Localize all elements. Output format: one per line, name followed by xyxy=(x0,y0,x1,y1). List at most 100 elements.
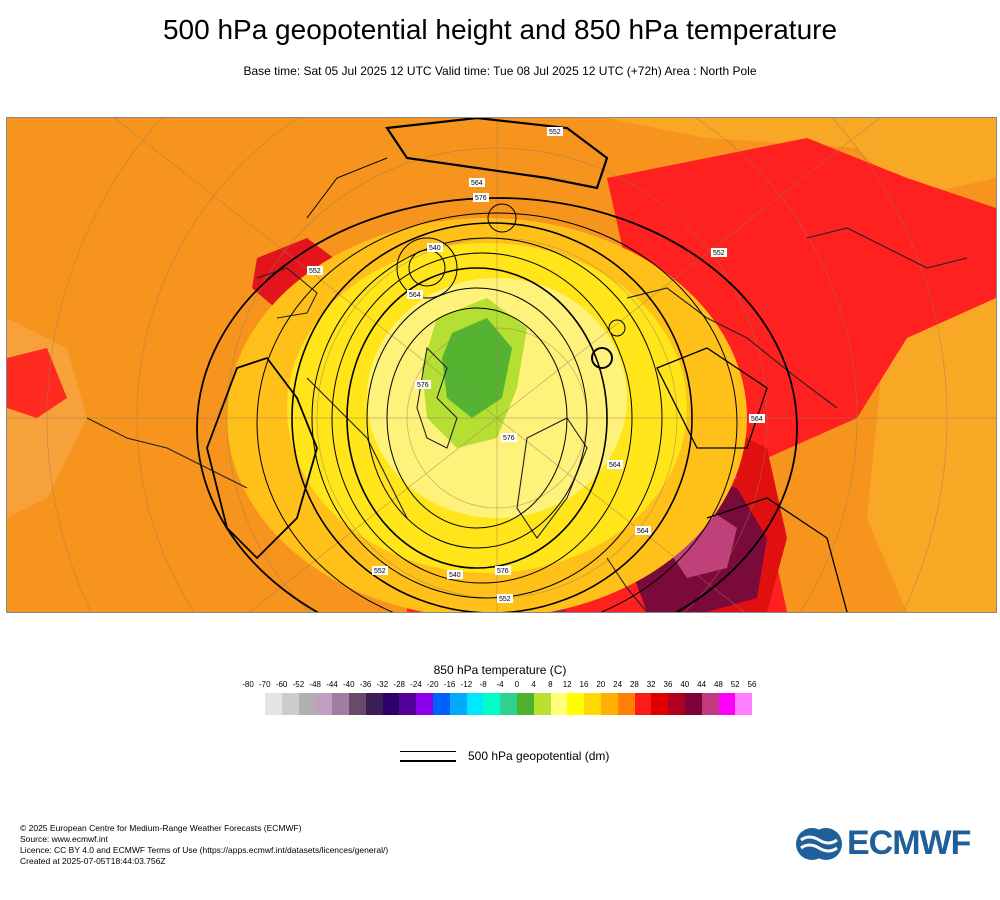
contour-key-line-bold xyxy=(400,760,456,762)
legend-color-swatch xyxy=(298,693,316,715)
legend-color-swatch xyxy=(382,693,400,715)
legend-color-swatch xyxy=(701,693,719,715)
legend-tick-label: 8 xyxy=(548,680,553,689)
legend-tick-label: 12 xyxy=(562,680,572,689)
legend-tick-label: -40 xyxy=(343,680,355,689)
legend-tick-label: 36 xyxy=(663,680,673,689)
legend-color-swatch xyxy=(735,693,753,715)
contour-label: 576 xyxy=(497,568,509,575)
legend-color-swatch xyxy=(315,693,333,715)
legend-tick-label: 32 xyxy=(646,680,656,689)
footer-created: Created at 2025-07-05T18:44:03.756Z xyxy=(20,856,166,866)
legend-tick-label: 44 xyxy=(697,680,707,689)
page-subtitle: Base time: Sat 05 Jul 2025 12 UTC Valid … xyxy=(243,64,757,78)
legend-color-swatch xyxy=(483,693,501,715)
contour-label: 576 xyxy=(475,195,487,202)
legend-tick-label: -12 xyxy=(460,680,473,689)
legend-color-swatch xyxy=(265,693,282,715)
contour-label: 564 xyxy=(637,528,649,535)
ecmwf-logo-icon xyxy=(796,828,842,860)
legend-tick-label: -52 xyxy=(292,680,305,689)
legend-color-swatch xyxy=(533,693,551,715)
legend-color-swatch xyxy=(617,693,635,715)
legend-color-swatch xyxy=(600,693,618,715)
contour-key: 500 hPa geopotential (dm) xyxy=(400,748,700,768)
temperature-field-red-far-west xyxy=(7,348,67,418)
legend-color-swatch xyxy=(516,693,534,715)
contour-label: 552 xyxy=(499,596,511,603)
contour-label: 540 xyxy=(429,245,441,252)
legend-tick-label: -36 xyxy=(359,680,372,689)
legend-tick-label: -70 xyxy=(259,680,271,689)
legend-tick-label: 0 xyxy=(514,680,520,689)
legend-color-swatch xyxy=(567,693,585,715)
legend-color-swatch xyxy=(365,693,383,715)
legend-color-swatch xyxy=(432,693,450,715)
legend-color-swatch xyxy=(416,693,433,715)
legend-tick-label: -16 xyxy=(443,680,456,689)
legend-color-swatch xyxy=(718,693,736,715)
legend-color-swatch xyxy=(399,693,417,715)
legend-color-swatch xyxy=(348,693,366,715)
footer-source: Source: www.ecmwf.int xyxy=(20,834,108,844)
contour-label: 564 xyxy=(609,462,621,469)
legend-tick-label: 48 xyxy=(713,680,723,689)
legend-color-swatch xyxy=(281,693,299,715)
page-title: 500 hPa geopotential height and 850 hPa … xyxy=(162,14,838,45)
legend-tick-label: -44 xyxy=(326,680,338,689)
legend-tick-label: -24 xyxy=(410,680,422,689)
legend-tick-label: -8 xyxy=(479,680,487,689)
legend-color-swatch xyxy=(651,693,669,715)
temperature-field-warm-band xyxy=(7,118,996,198)
contour-label: 564 xyxy=(751,416,763,423)
legend-tick-label: 52 xyxy=(730,680,740,689)
contour-label: 552 xyxy=(374,568,386,575)
contour-label: 552 xyxy=(309,268,321,275)
legend-ticks: -80 -70 -60 -52 -48 -44 -40 -36 -32 -28 -24 -20 -16-… xyxy=(240,680,760,694)
legend-color-swatch xyxy=(584,693,601,715)
contour-labels: 552 564 576 540 552 564 576 564 552 564 … xyxy=(307,127,765,603)
footer-licence: Licence: CC BY 4.0 and ECMWF Terms of Us… xyxy=(20,845,389,855)
graticule xyxy=(7,118,996,612)
contour-label: 564 xyxy=(471,180,483,187)
legend-tick-label: 24 xyxy=(613,680,623,689)
legend-tick-label: -80 xyxy=(242,680,254,689)
contour-label: 540 xyxy=(449,572,461,579)
legend-tick-label: -32 xyxy=(376,680,389,689)
contour-label: 564 xyxy=(409,292,421,299)
legend-tick-label: -4 xyxy=(496,680,504,689)
footer-credits: © 2025 European Centre for Medium-Range … xyxy=(20,823,388,867)
legend-color-swatch xyxy=(684,693,702,715)
legend-tick-label: -28 xyxy=(393,680,405,689)
legend-color-swatch xyxy=(550,693,568,715)
map-canvas: 552 564 576 540 552 564 576 564 552 564 … xyxy=(7,118,996,612)
legend-tick-label: 16 xyxy=(579,680,589,689)
legend-tick-label: 20 xyxy=(596,680,606,689)
geopotential-contours xyxy=(196,118,848,612)
temperature-field-warm-band-east xyxy=(867,298,996,612)
contour-label: 576 xyxy=(417,382,429,389)
legend-color-swatch xyxy=(332,693,349,715)
legend-color-swatch xyxy=(500,693,517,715)
legend-tick-label: 56 xyxy=(747,680,757,689)
legend-tick-label: 4 xyxy=(531,680,536,689)
legend-color-swatch xyxy=(668,693,685,715)
legend-tick-label: 28 xyxy=(629,680,639,689)
legend-color-bar xyxy=(265,693,753,715)
legend-title: 850 hPa temperature (C) xyxy=(433,663,567,677)
ecmwf-logo-text: ECMWF xyxy=(847,824,971,862)
contour-label: 552 xyxy=(549,129,561,136)
contour-label: 576 xyxy=(503,435,515,442)
contour-key-line xyxy=(400,751,456,752)
legend-color-swatch xyxy=(466,693,484,715)
legend-tick-label: -60 xyxy=(275,680,288,689)
forecast-map[interactable]: 552 564 576 540 552 564 576 564 552 564 … xyxy=(6,117,997,613)
legend-tick-label: -48 xyxy=(309,680,321,689)
temperature-field-green xyxy=(442,318,512,418)
contour-key-label: 500 hPa geopotential (dm) xyxy=(468,749,610,763)
legend-tick-label: 40 xyxy=(680,680,690,689)
contour-label: 552 xyxy=(713,250,725,257)
legend-color-swatch xyxy=(634,693,652,715)
footer-copyright: © 2025 European Centre for Medium-Range … xyxy=(20,823,302,833)
legend-color-swatch xyxy=(449,693,467,715)
